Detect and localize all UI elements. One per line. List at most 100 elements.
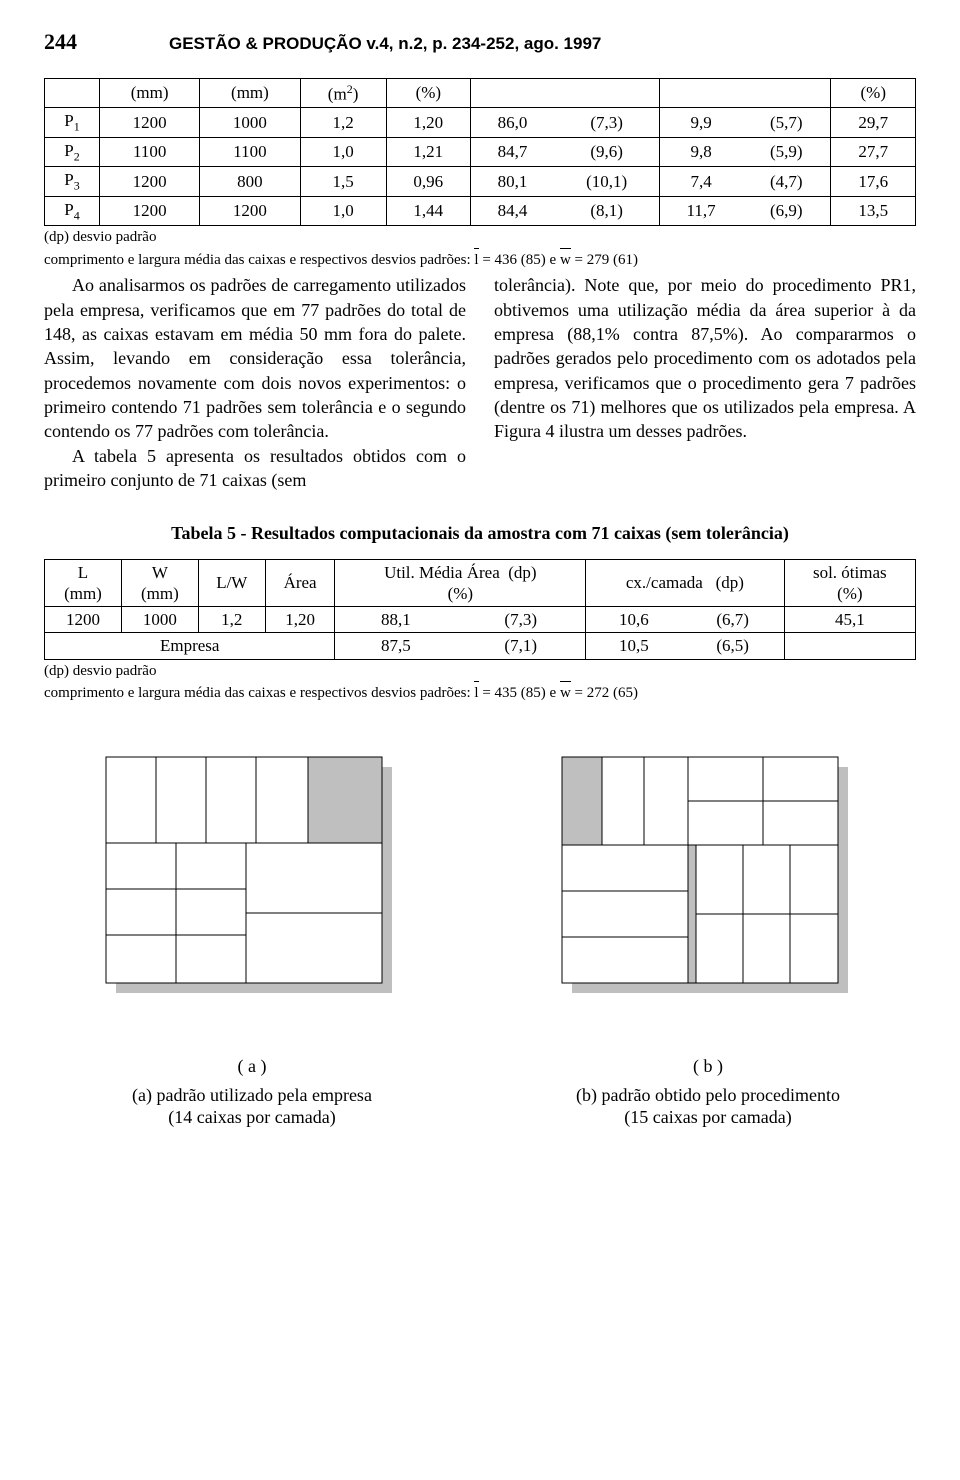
table-row: P1 1200 1000 1,2 1,20 86,0 (7,3) 9,9 (5,… xyxy=(45,108,916,137)
text: comprimento e largura média das caixas e… xyxy=(44,252,474,268)
l-bar: l xyxy=(474,249,478,270)
cell: 86,0 xyxy=(471,108,554,137)
table5-footnote-1: (dp) desvio padrão xyxy=(44,662,916,681)
cell: 1200 xyxy=(45,607,122,633)
paragraph: Ao analisarmos os padrões de carregament… xyxy=(44,273,466,443)
table-row: 1200 1000 1,2 1,20 88,1 (7,3) 10,6 (6,7)… xyxy=(45,607,916,633)
cell: (8,1) xyxy=(554,196,660,225)
cell: 80,1 xyxy=(471,167,554,196)
cell: (10,1) xyxy=(554,167,660,196)
table-row: P3 1200 800 1,5 0,96 80,1 (10,1) 7,4 (4,… xyxy=(45,167,916,196)
text: = 435 (85) e xyxy=(482,685,560,701)
caption-line: (15 caixas por camada) xyxy=(558,1106,858,1129)
body-columns: Ao analisarmos os padrões de carregament… xyxy=(44,273,916,492)
cell: (7,1) xyxy=(456,633,585,659)
th: L(mm) xyxy=(45,559,122,607)
text: = 436 (85) e xyxy=(482,252,560,268)
cell: 9,9 xyxy=(660,108,742,137)
cell: 1,44 xyxy=(386,196,470,225)
table-row: P2 1100 1100 1,0 1,21 84,7 (9,6) 9,8 (5,… xyxy=(45,137,916,166)
w-bar: w xyxy=(560,682,571,703)
cell: 1,2 xyxy=(198,607,265,633)
table5-footnote-2: comprimento e largura média das caixas e… xyxy=(44,682,916,703)
cell: 1,2 xyxy=(300,108,386,137)
paragraph: A tabela 5 apresenta os resultados obtid… xyxy=(44,444,466,493)
th: cx./camada (dp) xyxy=(586,559,784,607)
pallet-pattern-a-icon xyxy=(102,753,402,1003)
caption-letter: ( a ) xyxy=(102,1055,402,1078)
l-bar: l xyxy=(474,682,478,703)
th: (%) xyxy=(386,78,470,108)
cell: P2 xyxy=(45,137,100,166)
cell: P1 xyxy=(45,108,100,137)
cell: 1,5 xyxy=(300,167,386,196)
cell: Empresa xyxy=(45,633,335,659)
th: sol. ótimas(%) xyxy=(784,559,915,607)
cell: 10,5 xyxy=(586,633,682,659)
th: Util. Média Área (dp)(%) xyxy=(335,559,586,607)
cell: 29,7 xyxy=(831,108,916,137)
cell: (5,9) xyxy=(742,137,831,166)
table-top-footnote-1: (dp) desvio padrão xyxy=(44,228,916,247)
cell: (6,5) xyxy=(682,633,784,659)
cell: 1200 xyxy=(100,108,200,137)
text: comprimento e largura média das caixas e… xyxy=(44,685,474,701)
cell: 1,0 xyxy=(300,196,386,225)
caption-line: (b) padrão obtido pelo procedimento xyxy=(558,1084,858,1107)
w-bar: w xyxy=(560,249,571,270)
page-header: 244 GESTÃO & PRODUÇÃO v.4, n.2, p. 234-2… xyxy=(44,28,916,56)
cell: 1,0 xyxy=(300,137,386,166)
text: = 272 (65) xyxy=(575,685,638,701)
journal-ref: GESTÃO & PRODUÇÃO v.4, n.2, p. 234-252, … xyxy=(169,33,601,54)
figure4-b: ( b ) (b) padrão obtido pelo procediment… xyxy=(558,753,858,1129)
th: (mm) xyxy=(100,78,200,108)
cell: 84,4 xyxy=(471,196,554,225)
table5: L(mm) W(mm) L/W Área Util. Média Área (d… xyxy=(44,559,916,660)
cell: P4 xyxy=(45,196,100,225)
caption-line: (14 caixas por camada) xyxy=(102,1106,402,1129)
cell: 9,8 xyxy=(660,137,742,166)
cell: (4,7) xyxy=(742,167,831,196)
caption-line: (a) padrão utilizado pela empresa xyxy=(102,1084,402,1107)
th: (mm) xyxy=(200,78,300,108)
cell: (9,6) xyxy=(554,137,660,166)
table-top: (mm) (mm) (m2) (%) (%) P1 1200 1000 1,2 … xyxy=(44,78,916,226)
cell: 1100 xyxy=(200,137,300,166)
cell: (7,3) xyxy=(554,108,660,137)
paragraph: tolerância). Note que, por meio do proce… xyxy=(494,273,916,443)
cell: 17,6 xyxy=(831,167,916,196)
body-col-left: Ao analisarmos os padrões de carregament… xyxy=(44,273,466,492)
th xyxy=(471,78,660,108)
cell: (5,7) xyxy=(742,108,831,137)
cell: 45,1 xyxy=(784,607,915,633)
cell: 84,7 xyxy=(471,137,554,166)
cell: (7,3) xyxy=(456,607,585,633)
cell: 88,1 xyxy=(335,607,456,633)
table-row: P4 1200 1200 1,0 1,44 84,4 (8,1) 11,7 (6… xyxy=(45,196,916,225)
cell: (6,9) xyxy=(742,196,831,225)
figure4: ( a ) (a) padrão utilizado pela empresa … xyxy=(44,753,916,1129)
table5-head: L(mm) W(mm) L/W Área Util. Média Área (d… xyxy=(45,559,916,607)
body-col-right: tolerância). Note que, por meio do proce… xyxy=(494,273,916,492)
cell: 800 xyxy=(200,167,300,196)
cell: 27,7 xyxy=(831,137,916,166)
th-blank xyxy=(45,78,100,108)
page-number: 244 xyxy=(44,28,77,56)
caption-letter: ( b ) xyxy=(558,1055,858,1078)
table-row: Empresa 87,5 (7,1) 10,5 (6,5) xyxy=(45,633,916,659)
cell: 13,5 xyxy=(831,196,916,225)
th: L/W xyxy=(198,559,265,607)
th: Área xyxy=(265,559,335,607)
table-top-footnote-2: comprimento e largura média das caixas e… xyxy=(44,249,916,270)
table5-caption: Tabela 5 - Resultados computacionais da … xyxy=(44,522,916,545)
cell: 7,4 xyxy=(660,167,742,196)
cell: 1000 xyxy=(121,607,198,633)
cell: 87,5 xyxy=(335,633,456,659)
cell: 1200 xyxy=(200,196,300,225)
cell: 1000 xyxy=(200,108,300,137)
cell: 1200 xyxy=(100,167,200,196)
cell: 1,20 xyxy=(386,108,470,137)
cell xyxy=(784,633,915,659)
cell: 1100 xyxy=(100,137,200,166)
cell: P3 xyxy=(45,167,100,196)
